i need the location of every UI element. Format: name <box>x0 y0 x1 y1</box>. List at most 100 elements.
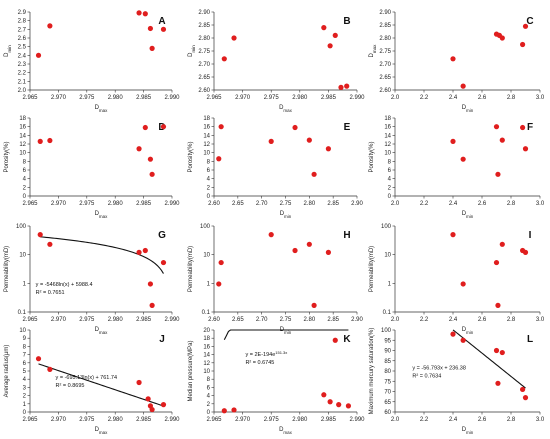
data-point <box>149 302 155 308</box>
y-tick-label: 4 <box>23 377 27 383</box>
y-axis-label: Porosity(%) <box>369 141 375 172</box>
data-point <box>344 83 350 89</box>
y-tick-label: 2.70 <box>198 62 210 68</box>
fit-equation: y = -695.13ln(x) + 761.74 <box>56 375 117 381</box>
x-tick-label: 2.975 <box>79 201 95 207</box>
x-tick-label: 2.970 <box>51 201 67 207</box>
panel-label: L <box>527 334 533 345</box>
y-tick-label: 8 <box>207 377 211 383</box>
y-axis-label: Median pressure(MPa) <box>188 340 194 401</box>
data-point <box>221 56 227 62</box>
y-tick-label: 16 <box>203 344 210 350</box>
y-tick-label: 0.1 <box>383 310 392 316</box>
data-point <box>37 138 43 144</box>
y-tick-label: 75 <box>384 379 391 385</box>
data-point <box>495 171 501 177</box>
y-tick-label: 2.1 <box>18 79 27 85</box>
x-tick-label: 2.8 <box>507 317 516 323</box>
x-tick-label: 2.6 <box>478 417 487 423</box>
x-tick-label: 2.0 <box>391 417 400 423</box>
fit-line <box>40 236 164 274</box>
data-point <box>145 396 151 402</box>
data-point <box>218 124 224 130</box>
data-point <box>216 281 222 287</box>
panel-l: 2.0 2.2 2.4 2.6 2.8 3.0 60 65 70 75 80 85 90 95 100 Dmi… <box>369 328 545 435</box>
y-tick-label: 2 <box>23 394 27 400</box>
y-tick-label: 0 <box>207 194 211 200</box>
data-point <box>147 25 154 32</box>
y-tick-label: 2.5 <box>18 45 27 51</box>
panel-label: E <box>344 122 351 133</box>
panel-f: 2.0 2.2 2.4 2.6 2.8 3.0 0 2 4 6 8 10 12 14 16 18 Dmin Por… <box>369 116 545 219</box>
data-point <box>493 124 500 130</box>
data-point <box>499 35 505 41</box>
y-tick-label: 6 <box>207 168 211 174</box>
y-tick-label: 2.85 <box>379 23 391 29</box>
y-tick-label: 3 <box>23 385 27 391</box>
data-point <box>327 43 333 49</box>
x-tick-label: 2.985 <box>321 417 337 423</box>
x-tick-label: 2.975 <box>79 317 95 323</box>
x-tick-label: 2.75 <box>280 201 292 207</box>
panel-k: 2.965 2.970 2.975 2.980 2.985 2.990 0 2 4 6 8 10 12 1… <box>188 328 365 435</box>
x-tick-label: 2.985 <box>136 417 152 423</box>
x-tick-label: 2.60 <box>208 317 220 323</box>
y-tick-label: 1 <box>23 402 27 408</box>
data-point <box>35 52 42 58</box>
x-tick-label: 2.75 <box>280 317 292 323</box>
y-tick-label: 2.90 <box>198 10 210 16</box>
x-tick-label: 2.965 <box>206 95 222 101</box>
y-tick-label: 1 <box>23 281 27 287</box>
y-tick-label: 100 <box>16 224 27 230</box>
x-tick-label: 2.985 <box>136 95 152 101</box>
y-tick-label: 10 <box>203 151 210 157</box>
data-point <box>221 408 227 414</box>
panel-a: 2.965 2.970 2.975 2.980 2.985 2.990 2.0 2.1 2.2 2… <box>4 10 180 113</box>
y-tick-label: 2.75 <box>198 49 210 55</box>
x-tick-label: 2.965 <box>22 417 38 423</box>
data-point <box>136 10 142 16</box>
data-point <box>142 124 148 131</box>
fit-r2: R² = 0.7634 <box>412 373 441 379</box>
data-point <box>460 281 466 287</box>
x-tick-label: 3.0 <box>536 201 545 207</box>
x-tick-label: 2.6 <box>478 317 487 323</box>
y-tick-label: 6 <box>23 361 27 367</box>
y-tick-label: 0.1 <box>202 310 211 316</box>
x-tick-label: 2.0 <box>391 201 400 207</box>
x-tick-label: 2.2 <box>420 317 429 323</box>
x-axis-label: Dmin <box>462 427 474 435</box>
x-tick-label: 2.975 <box>79 417 95 423</box>
panel-g: 2.965 2.970 2.975 2.980 2.985 2.990 0.1 1 10 100 D… <box>4 224 180 335</box>
y-tick-label: 2.3 <box>18 62 27 68</box>
y-tick-label: 2.60 <box>379 88 391 94</box>
panel-c: 2.0 2.2 2.4 2.6 2.8 3.0 2.60 2.65 2.70 2.75 2.80 2.… <box>369 10 545 113</box>
x-tick-label: 2.990 <box>164 317 180 323</box>
x-tick-label: 2.975 <box>264 95 280 101</box>
x-axis-label: Dmax <box>95 211 109 219</box>
y-tick-label: 18 <box>19 116 26 122</box>
y-tick-label: 10 <box>19 151 26 157</box>
y-tick-label: 4 <box>23 177 27 183</box>
fit-line <box>38 363 164 407</box>
x-tick-label: 2.70 <box>256 317 268 323</box>
y-tick-label: 18 <box>384 116 391 122</box>
x-axis-label: Dmin <box>280 327 292 335</box>
panel-i: 2.0 2.2 2.4 2.6 2.8 3.0 0.1 1 10 100 Dmin Permeabil… <box>369 224 545 335</box>
x-axis-label: Dmax <box>95 327 109 335</box>
y-axis-label: Dmin <box>188 45 196 57</box>
x-tick-label: 2.8 <box>507 95 516 101</box>
x-tick-label: 2.980 <box>292 95 308 101</box>
y-tick-label: 95 <box>384 338 391 344</box>
y-tick-label: 2.8 <box>18 19 27 25</box>
panel-label: A <box>158 16 165 27</box>
y-tick-label: 2.0 <box>18 88 27 94</box>
data-point <box>149 171 155 177</box>
y-axis-label: Porosity(%) <box>4 141 10 172</box>
data-point <box>231 407 237 413</box>
fit-r2: R² = 0.7651 <box>36 290 65 296</box>
data-point <box>522 395 529 401</box>
data-point <box>160 402 167 408</box>
x-tick-label: 2.970 <box>51 417 67 423</box>
x-tick-label: 2.990 <box>349 417 365 423</box>
